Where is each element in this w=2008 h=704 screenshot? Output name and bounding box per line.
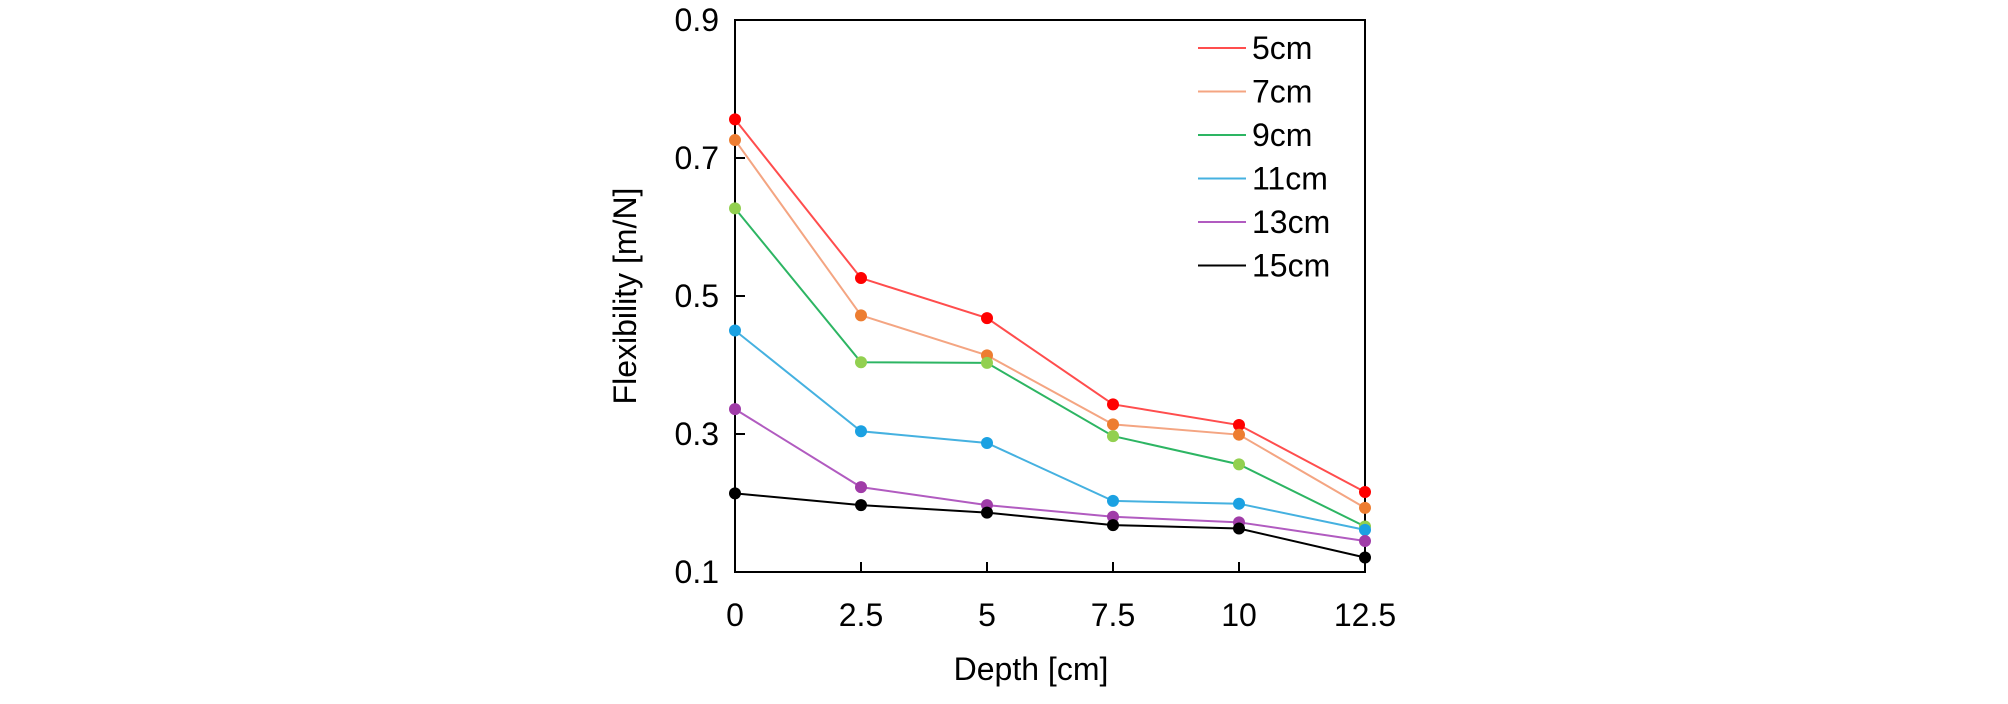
y-tick-label: 0.9 [675,2,719,38]
data-point [981,356,993,369]
data-point [855,481,867,494]
x-tick-label: 12.5 [1334,597,1396,633]
legend-item: 11cm [1198,161,1328,197]
y-tick-label: 0.1 [675,554,719,590]
data-point [855,272,867,285]
x-axis-title: Depth [cm] [954,651,1109,687]
legend-label: 5cm [1252,30,1312,66]
data-point [1233,522,1245,535]
data-point [981,436,993,449]
data-point [1233,428,1245,441]
legend-label: 13cm [1252,204,1330,240]
data-point [855,425,867,438]
data-point [729,113,741,126]
data-point [1359,485,1371,498]
x-tick-label: 2.5 [839,597,883,633]
y-axis-title: Flexibility [m/N] [607,188,643,405]
legend-label: 15cm [1252,248,1330,284]
data-point [981,312,993,325]
data-point [1359,501,1371,514]
series-5cm [729,113,1371,498]
legend-label: 7cm [1252,74,1312,110]
x-tick-label: 0 [726,597,744,633]
data-point [1359,551,1371,564]
series-15cm [729,487,1371,564]
data-point [1107,519,1119,532]
data-point [729,134,741,147]
data-point [1107,418,1119,431]
y-axis: 0.1 0.3 0.5 0.7 0.9 [675,2,745,590]
series-line [734,118,1366,493]
series-9cm [729,202,1371,533]
data-point [981,506,993,519]
series-line [734,139,1366,509]
y-tick-label: 0.3 [675,416,719,452]
data-point [1107,398,1119,411]
data-point [729,202,741,215]
legend-item: 9cm [1198,117,1312,153]
x-tick-label: 5 [978,597,996,633]
data-point [1233,497,1245,510]
series-layer [729,113,1371,564]
legend-label: 11cm [1252,161,1328,197]
x-tick-label: 7.5 [1091,597,1135,633]
data-point [1107,430,1119,443]
data-point [1359,523,1371,536]
series-line [734,329,1366,531]
legend-item: 13cm [1198,204,1330,240]
series-13cm [729,403,1371,547]
data-point [729,324,741,337]
legend-item: 5cm [1198,30,1312,66]
legend-item: 15cm [1198,248,1330,284]
y-tick-label: 0.5 [675,278,719,314]
x-axis: 0 2.5 5 7.5 10 12.5 [726,562,1396,633]
series-11cm [729,324,1371,536]
y-tick-label: 0.7 [675,140,719,176]
data-point [1107,494,1119,507]
legend-label: 9cm [1252,117,1312,153]
legend-item: 7cm [1198,74,1312,110]
legend: 5cm 7cm 9cm 11cm 13cm 15cm [1198,30,1330,284]
data-point [1233,458,1245,471]
data-point [855,309,867,322]
data-point [1107,510,1119,523]
series-7cm [729,134,1371,514]
series-line [734,207,1366,528]
series-line [734,492,1366,559]
data-point [729,403,741,416]
data-point [729,487,741,500]
data-point [855,499,867,512]
series-line [734,408,1366,542]
x-tick-label: 10 [1221,597,1257,633]
data-point [855,356,867,369]
data-point [1359,534,1371,547]
data-point [1233,419,1245,432]
